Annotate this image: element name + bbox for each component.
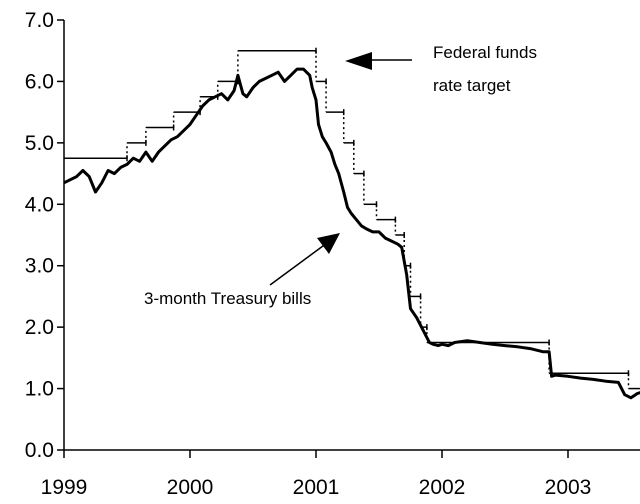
- y-tick-label: 1.0: [25, 378, 54, 401]
- x-tick-label: 2000: [167, 476, 214, 499]
- annotation-fed-funds-arrowhead: [345, 52, 372, 70]
- x-tick-label: 2002: [419, 476, 466, 499]
- x-tick-label: 1999: [41, 476, 88, 499]
- y-axis-ticks: 0.0 1.0 2.0 3.0 4.0 5.0 6.0 7.0: [25, 9, 64, 462]
- x-axis-ticks: 1999 2000 2001 2002 2003: [41, 450, 592, 499]
- y-tick-label: 4.0: [25, 193, 54, 216]
- annotation-fed-funds-line2: rate target: [433, 76, 511, 95]
- annotation-tbills-arrow: [269, 242, 328, 286]
- y-tick-label: 5.0: [25, 132, 54, 155]
- annotation-tbills-label: 3-month Treasury bills: [144, 289, 311, 308]
- y-tick-label: 6.0: [25, 70, 54, 93]
- y-tick-label: 0.0: [25, 439, 54, 462]
- y-tick-label: 7.0: [25, 9, 54, 32]
- annotation-tbills-arrowhead: [317, 233, 340, 254]
- annotation-fed-funds-line1: Federal funds: [433, 43, 537, 62]
- x-tick-label: 2003: [545, 476, 592, 499]
- x-tick-label: 2001: [293, 476, 340, 499]
- tbill-series-line: [63, 67, 640, 400]
- y-tick-label: 3.0: [25, 255, 54, 278]
- annotation-fed-funds: Federal funds rate target: [345, 43, 537, 95]
- series-layer: [63, 47, 640, 400]
- annotation-tbills: 3-month Treasury bills: [144, 233, 340, 308]
- y-tick-label: 2.0: [25, 316, 54, 339]
